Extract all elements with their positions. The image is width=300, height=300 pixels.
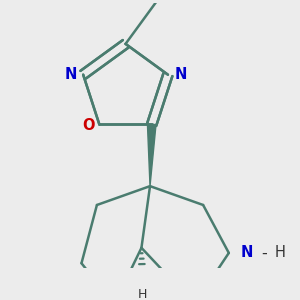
Text: N: N xyxy=(64,67,76,82)
Text: -: - xyxy=(261,245,267,260)
Text: N: N xyxy=(175,67,187,82)
Polygon shape xyxy=(147,124,156,186)
Text: O: O xyxy=(82,118,94,133)
Text: H: H xyxy=(275,245,286,260)
Text: N: N xyxy=(241,245,253,260)
Text: H: H xyxy=(138,288,147,300)
